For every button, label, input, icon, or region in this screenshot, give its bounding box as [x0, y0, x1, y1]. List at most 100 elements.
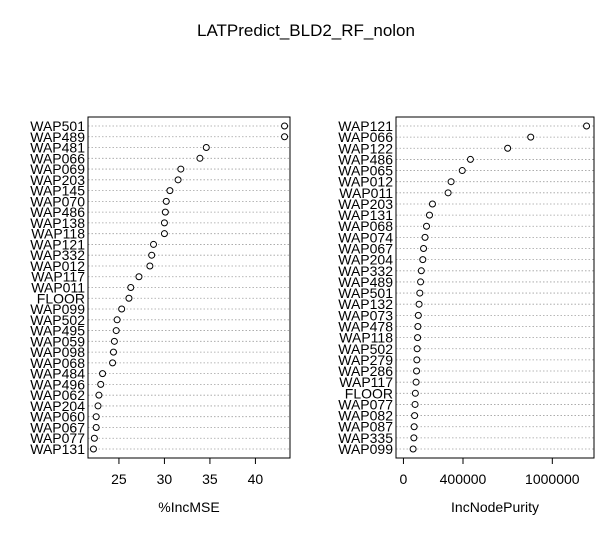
incnodepurity-category-label: WAP073: [338, 307, 393, 323]
incnodepurity-point: [420, 245, 428, 253]
incmse-point: [92, 423, 100, 431]
incmse-point: [118, 305, 126, 313]
incmse-category-label: WAP067: [30, 419, 85, 435]
incmse-category-label: WAP011: [31, 280, 85, 296]
incmse-point: [162, 197, 170, 205]
incnodepurity-category-label: WAP332: [338, 263, 393, 279]
incnodepurity-point: [415, 300, 423, 308]
incmse-point: [177, 165, 185, 173]
incnodepurity-point: [447, 178, 455, 186]
incnodepurity-category-label: WAP204: [338, 252, 393, 268]
incmse-point: [97, 380, 105, 388]
incmse-category-label: WAP118: [31, 226, 85, 242]
incmse-point: [99, 370, 107, 378]
incmse-category-label: WAP066: [30, 150, 85, 166]
incmse-category-label: WAP138: [30, 215, 85, 231]
incmse-point: [281, 133, 289, 141]
incmse-point: [196, 154, 204, 162]
incmse-point: [135, 273, 143, 281]
incnodepurity-category-label: WAP066: [338, 129, 393, 145]
incmse-point: [127, 284, 135, 291]
incmse-x-tick-label: 25: [111, 471, 127, 487]
incnodepurity-category-label: WAP279: [338, 352, 393, 368]
incmse-x-tick-label: 40: [248, 471, 264, 487]
incmse-point: [94, 402, 102, 410]
incmse-point: [95, 391, 103, 399]
incnodepurity-point: [421, 233, 429, 241]
incmse-category-label: WAP332: [30, 247, 85, 263]
chart-title: LATPredict_BLD2_RF_nolon: [197, 21, 415, 40]
incmse-category-label: WAP486: [30, 204, 85, 220]
incnodepurity-point: [413, 356, 421, 364]
incnodepurity-point: [414, 334, 422, 342]
incmse-category-label: WAP070: [30, 193, 85, 209]
incmse-point: [161, 208, 169, 216]
incnodepurity-point: [423, 222, 431, 230]
incnodepurity-category-label: WAP489: [338, 274, 393, 290]
incmse-category-label: WAP145: [30, 183, 85, 199]
incnodepurity-x-tick-label: 0: [400, 471, 408, 487]
incmse-point: [110, 337, 118, 345]
incnodepurity-point: [419, 256, 427, 264]
incnodepurity-category-label: WAP286: [338, 363, 393, 379]
incnodepurity-category-label: WAP335: [338, 430, 393, 446]
incmse-category-label: WAP121: [30, 236, 85, 252]
incmse-category-label: WAP489: [30, 129, 85, 145]
incmse-point: [160, 219, 168, 227]
incmse-point: [160, 230, 168, 238]
incmse-point: [109, 359, 117, 367]
incnodepurity-category-label: WAP099: [338, 441, 393, 457]
incmse-point: [148, 251, 156, 259]
incmse-point: [125, 294, 133, 302]
incnodepurity-point: [527, 133, 535, 141]
incnodepurity-point: [413, 345, 421, 353]
incmse-point: [90, 434, 98, 442]
incmse-point: [92, 413, 100, 421]
incmse-category-label: WAP068: [30, 355, 85, 371]
incnodepurity-category-label: WAP117: [339, 374, 393, 390]
incmse-category-label: WAP496: [30, 376, 85, 392]
incnodepurity-category-label: WAP132: [338, 296, 393, 312]
incnodepurity-category-label: WAP012: [338, 174, 393, 190]
incnodepurity-category-label: WAP082: [338, 408, 393, 424]
incnodepurity-point: [409, 445, 417, 453]
incnodepurity-point: [410, 434, 418, 442]
incnodepurity-category-label: WAP077: [338, 396, 393, 412]
incnodepurity-x-tick-label: 400000: [440, 471, 487, 487]
incmse-category-label: WAP069: [30, 161, 85, 177]
incmse-category-label: WAP481: [30, 140, 85, 156]
incmse-category-label: WAP495: [30, 323, 85, 339]
incnodepurity-point: [417, 278, 425, 286]
incmse-category-label: WAP131: [30, 441, 85, 457]
incnodepurity-category-label: WAP065: [338, 163, 393, 179]
incnodepurity-category-label: WAP121: [338, 118, 393, 134]
incmse-point: [113, 316, 121, 324]
incmse-category-label: WAP012: [30, 258, 85, 274]
incnodepurity-point: [413, 367, 421, 375]
incnodepurity-x-tick-label: 1000000: [525, 471, 580, 487]
incmse-x-tick-label: 35: [202, 471, 218, 487]
incnodepurity-category-label: WAP087: [338, 419, 393, 435]
incnodepurity-point: [416, 289, 424, 297]
incmse-point: [166, 187, 174, 195]
incnodepurity-x-axis-label: IncNodePurity: [451, 499, 539, 515]
incmse-point: [150, 240, 158, 248]
incnodepurity-point: [428, 200, 436, 208]
incmse-category-label: WAP117: [31, 269, 85, 285]
incnodepurity-category-label: WAP478: [338, 318, 393, 334]
incmse-category-label: WAP502: [30, 312, 85, 328]
incnodepurity-category-label: WAP118: [339, 330, 393, 346]
incnodepurity-category-label: WAP068: [338, 218, 393, 234]
incmse-point: [146, 262, 154, 270]
incnodepurity-point: [458, 167, 466, 175]
incmse-point: [109, 348, 117, 356]
incmse-x-tick-label: 30: [157, 471, 173, 487]
incnodepurity-category-label: WAP501: [338, 285, 393, 301]
incmse-point: [89, 445, 97, 453]
incmse-point: [174, 176, 182, 184]
incnodepurity-point: [417, 267, 425, 275]
incnodepurity-point: [412, 378, 420, 386]
incmse-point: [112, 327, 120, 335]
incnodepurity-category-label: WAP011: [339, 185, 393, 201]
